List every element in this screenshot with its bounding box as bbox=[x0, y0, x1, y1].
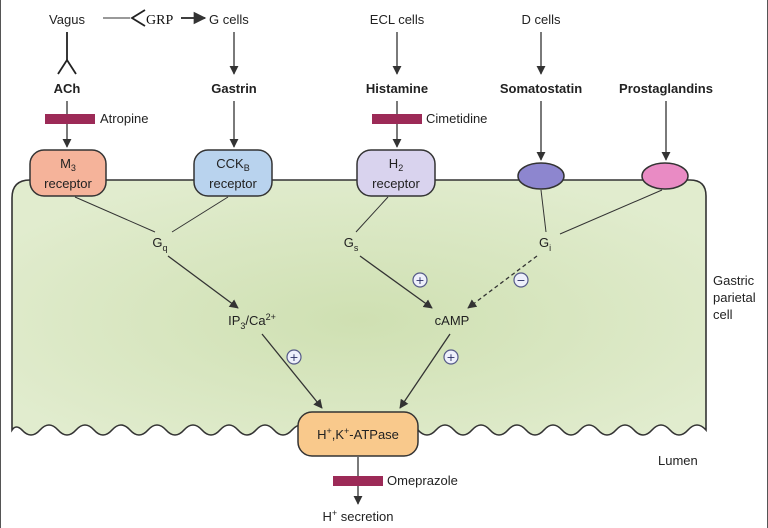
ip3-to-pump-arrow bbox=[261, 333, 323, 409]
h-k-atpase-pump: H+,K+-ATPase bbox=[297, 411, 419, 457]
camp-to-pump-arrow bbox=[399, 333, 451, 409]
minus-sign-gi: − bbox=[513, 272, 529, 288]
svg-text:−: − bbox=[516, 274, 525, 287]
plus-sign-camp: + bbox=[443, 349, 459, 365]
m3-receptor-main: M bbox=[60, 156, 71, 171]
omeprazole-blocker-bar bbox=[333, 476, 383, 486]
svg-text:+: + bbox=[415, 274, 424, 287]
grp-label: GRP bbox=[146, 13, 173, 28]
m3-receptor: M3 receptor bbox=[29, 149, 107, 197]
gi-to-camp-inhibit-arrow bbox=[467, 255, 538, 309]
svg-text:M3: M3 bbox=[60, 156, 76, 173]
somatostatin-receptor bbox=[517, 162, 565, 190]
m3-receptor-sub: 3 bbox=[71, 163, 76, 173]
cckb-to-gq-line bbox=[171, 196, 229, 233]
h-secretion-label: H+ secretion bbox=[322, 508, 393, 524]
cckb-receptor-sub: B bbox=[244, 163, 250, 173]
somatostatin-label: Somatostatin bbox=[500, 81, 582, 96]
cimetidine-blocker-bar bbox=[372, 114, 422, 124]
ip3-ca-label: IP3/Ca2+ bbox=[228, 312, 276, 331]
cckb-receptor-line2: receptor bbox=[209, 176, 257, 191]
svg-text:CCKB: CCKB bbox=[216, 156, 249, 173]
cimetidine-label: Cimetidine bbox=[426, 111, 487, 126]
nerve-terminal-icon bbox=[57, 58, 77, 75]
gq-to-ip3-arrow bbox=[167, 255, 239, 309]
plus-sign-gs: + bbox=[412, 272, 428, 288]
svg-text:H+,K+-ATPase: H+,K+-ATPase bbox=[317, 426, 399, 442]
svg-text:H2: H2 bbox=[389, 156, 403, 173]
parietal-cell-body bbox=[11, 179, 707, 436]
cckb-receptor: CCKB receptor bbox=[193, 149, 273, 197]
plus-sign-ip3: + bbox=[286, 349, 302, 365]
gi-label: Gi bbox=[539, 235, 551, 253]
vagus-label: Vagus bbox=[49, 12, 85, 27]
h2-receptor-main: H bbox=[389, 156, 398, 171]
svg-text:+: + bbox=[446, 351, 455, 364]
cell-label-line2: parietal bbox=[713, 290, 756, 305]
atropine-blocker-bar bbox=[45, 114, 95, 124]
somatostatin-to-gi-line bbox=[540, 189, 547, 233]
prostaglandin-to-gi-line bbox=[559, 189, 663, 235]
h2-receptor: H2 receptor bbox=[356, 149, 436, 197]
m3-to-gq-line bbox=[74, 196, 156, 233]
h2-receptor-sub: 2 bbox=[398, 163, 403, 173]
camp-label: cAMP bbox=[435, 313, 470, 328]
prostaglandins-label: Prostaglandins bbox=[619, 81, 713, 96]
omeprazole-label: Omeprazole bbox=[387, 473, 458, 488]
gs-label: Gs bbox=[344, 235, 359, 253]
d-cells-label: D cells bbox=[521, 12, 561, 27]
h2-receptor-line2: receptor bbox=[372, 176, 420, 191]
cell-label-line3: cell bbox=[713, 307, 733, 322]
ach-label: ACh bbox=[54, 81, 81, 96]
svg-text:+: + bbox=[289, 351, 298, 364]
histamine-label: Histamine bbox=[366, 81, 428, 96]
gs-to-camp-arrow bbox=[359, 255, 433, 309]
prostaglandin-receptor bbox=[641, 162, 689, 190]
gastrin-label: Gastrin bbox=[211, 81, 257, 96]
ecl-cells-label: ECL cells bbox=[370, 12, 425, 27]
m3-receptor-line2: receptor bbox=[44, 176, 92, 191]
cckb-receptor-main: CCK bbox=[216, 156, 244, 171]
gq-label: Gq bbox=[152, 235, 167, 253]
h2-to-gs-line bbox=[355, 196, 389, 233]
atropine-label: Atropine bbox=[100, 111, 148, 126]
lumen-label: Lumen bbox=[658, 453, 698, 468]
cell-label-line1: Gastric bbox=[713, 273, 755, 288]
g-cells-label: G cells bbox=[209, 12, 249, 27]
grp-synapse-icon bbox=[130, 9, 146, 27]
